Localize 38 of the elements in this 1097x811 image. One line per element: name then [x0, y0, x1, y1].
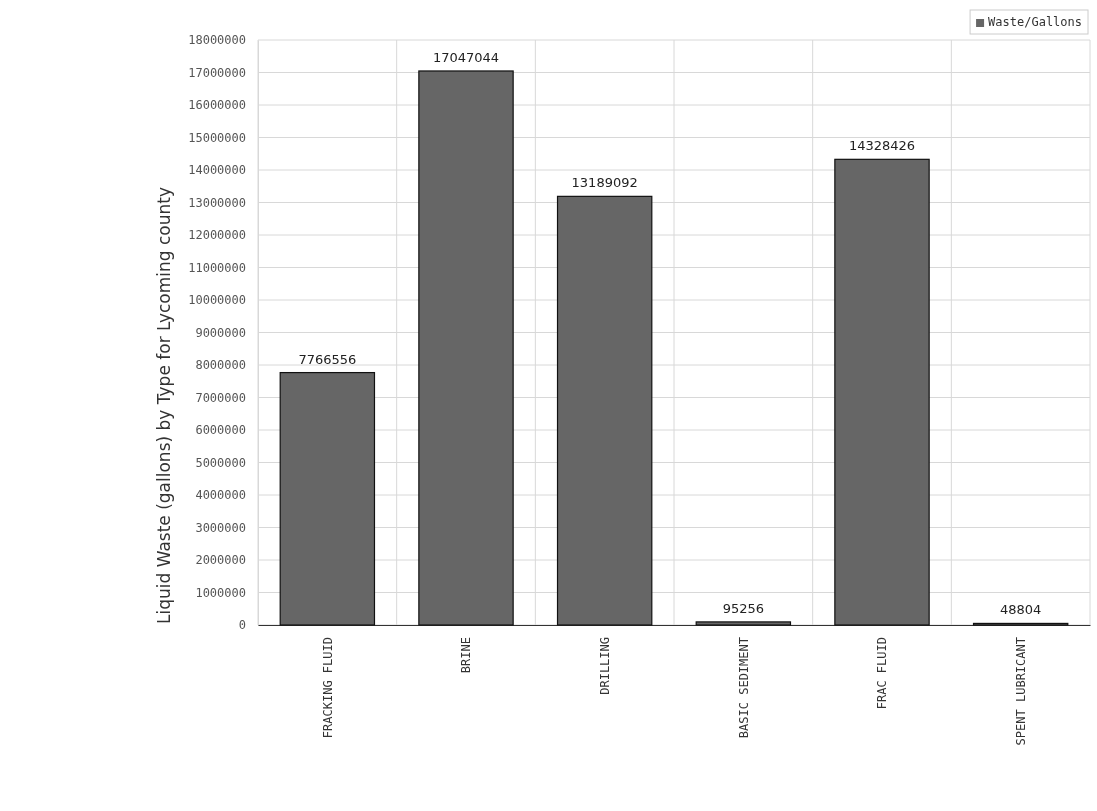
- bar: [418, 70, 514, 626]
- bar: [556, 195, 653, 626]
- y-tick-label: 15000000: [188, 130, 246, 145]
- data-label: 14328426: [848, 138, 916, 154]
- y-tick-label: 6000000: [195, 423, 246, 438]
- y-tick-label: 18000000: [188, 33, 246, 48]
- y-tick-label: 1000000: [195, 585, 246, 600]
- x-tick-label: FRAC FLUID: [875, 637, 890, 710]
- y-tick-label: 9000000: [195, 325, 246, 340]
- x-tick-label: FRACKING FLUID: [320, 637, 335, 739]
- y-tick-label: 2000000: [195, 553, 246, 568]
- bar: [834, 158, 930, 626]
- y-axis-title: Liquid Waste (gallons) by Type for Lycoming county: [154, 186, 174, 625]
- y-tick-label: 0: [238, 618, 246, 633]
- y-tick-label: 16000000: [188, 98, 246, 113]
- data-label: 48804: [999, 602, 1042, 618]
- y-tick-label: 14000000: [188, 163, 246, 178]
- data-label: 13189092: [571, 175, 638, 191]
- y-tick-label: 4000000: [195, 488, 246, 503]
- y-tick-label: 13000000: [188, 195, 246, 210]
- y-tick-label: 8000000: [195, 358, 246, 373]
- x-tick-label: BASIC SEDIMENT: [736, 637, 751, 739]
- y-tick-label: 7000000: [195, 390, 246, 405]
- legend-label: Waste/Gallons: [988, 15, 1082, 29]
- y-tick-label: 11000000: [188, 260, 246, 275]
- x-tick-label: DRILLING: [597, 637, 612, 695]
- y-tick-label: 12000000: [188, 228, 246, 243]
- bar: [695, 621, 792, 626]
- y-tick-label: 5000000: [195, 455, 246, 470]
- y-tick-label: 17000000: [188, 65, 246, 80]
- y-tick-label: 3000000: [195, 520, 246, 535]
- bar: [279, 371, 376, 626]
- x-tick-label: SPENT LUBRICANT: [1013, 637, 1028, 746]
- y-tick-label: 10000000: [188, 293, 246, 308]
- data-label: 95256: [722, 600, 765, 616]
- data-label: 7766556: [298, 351, 357, 367]
- x-tick-label: BRINE: [459, 637, 474, 674]
- data-label: 17047044: [432, 49, 500, 65]
